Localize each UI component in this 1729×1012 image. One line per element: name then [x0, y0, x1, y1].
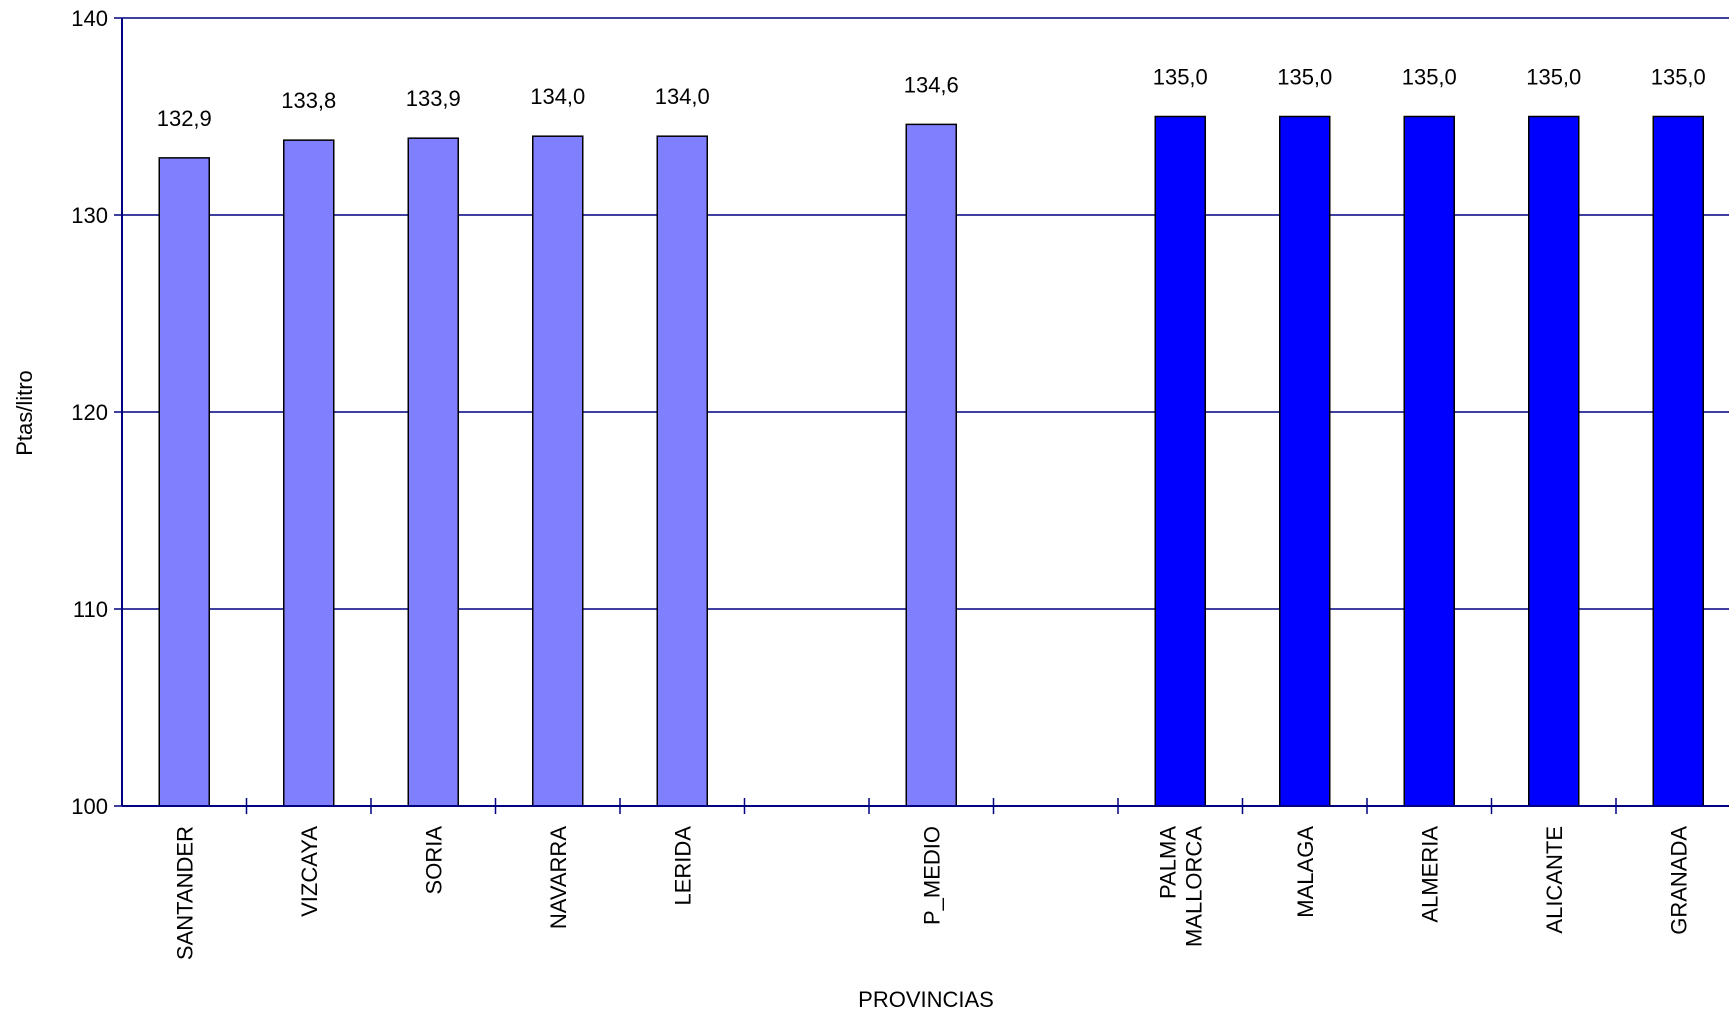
x-tick-label-line: MALLORCA: [1181, 826, 1206, 947]
y-tick-label: 130: [71, 203, 108, 228]
value-label: 135,0: [1402, 65, 1457, 90]
x-tick-label: ALMERIA: [1417, 826, 1442, 923]
x-tick-label-line: P_MEDIO: [919, 826, 944, 925]
x-tick-label-line: MALAGA: [1293, 826, 1318, 918]
x-tick-label-line: SORIA: [421, 826, 446, 895]
x-tick-label-line: ALICANTE: [1542, 826, 1567, 934]
bar: [1652, 115, 1704, 807]
y-axis-label: Ptas/litro: [12, 370, 37, 456]
x-tick-label: LERIDA: [670, 826, 695, 906]
x-tick-label: NAVARRA: [546, 826, 571, 929]
x-tick-label-line: SANTANDER: [172, 826, 197, 960]
x-tick-label: SANTANDER: [172, 826, 197, 960]
bar: [1279, 115, 1331, 807]
value-label: 133,9: [406, 86, 461, 111]
bar: [1403, 115, 1455, 807]
y-tick-label: 120: [71, 400, 108, 425]
x-tick-label: PALMAMALLORCA: [1155, 826, 1206, 947]
bar: [158, 157, 210, 807]
bar: [1528, 115, 1580, 807]
bar: [532, 135, 584, 807]
axes: [114, 17, 1729, 814]
value-label: 134,0: [530, 84, 585, 109]
x-tick-label: MALAGA: [1293, 826, 1318, 918]
bar: [905, 123, 957, 807]
x-tick-label: ALICANTE: [1542, 826, 1567, 934]
y-tick-label: 100: [71, 794, 108, 819]
value-label: 135,0: [1651, 65, 1706, 90]
bar: [656, 135, 708, 807]
value-label: 134,6: [904, 72, 959, 97]
value-label: 135,0: [1153, 65, 1208, 90]
x-tick-label-line: ALMERIA: [1417, 826, 1442, 923]
value-label: 135,0: [1277, 65, 1332, 90]
x-tick-label-line: LERIDA: [670, 826, 695, 906]
x-tick-label: VIZCAYA: [297, 826, 322, 917]
x-tick-label-line: PALMA: [1155, 826, 1180, 899]
x-axis-label: PROVINCIAS: [858, 987, 994, 1012]
y-tick-labels: 100 110 120 130 140: [71, 6, 108, 819]
value-label: 132,9: [157, 106, 212, 131]
value-label: 134,0: [655, 84, 710, 109]
value-label: 135,0: [1526, 65, 1581, 90]
x-tick-label-line: NAVARRA: [546, 826, 571, 929]
bar: [283, 139, 335, 807]
value-label: 133,8: [281, 88, 336, 113]
value-labels: 132,9 133,8 133,9 134,0 134,0 134,6 135,0 135,0…: [157, 65, 1706, 131]
y-tick-label: 110: [73, 597, 108, 622]
x-tick-label: P_MEDIO: [919, 826, 944, 925]
bar: [1154, 115, 1206, 807]
x-tick-label-line: GRANADA: [1666, 826, 1691, 935]
x-tick-label-line: VIZCAYA: [297, 826, 322, 917]
x-tick-labels: SANTANDER VIZCAYA SORIA NAVARRA LERIDA P_MEDI…: [172, 826, 1691, 960]
y-tick-label: 140: [71, 6, 108, 31]
bar: [407, 137, 459, 807]
x-tick-label: SORIA: [421, 826, 446, 895]
bars: [158, 115, 1704, 807]
x-tick-label: GRANADA: [1666, 826, 1691, 935]
